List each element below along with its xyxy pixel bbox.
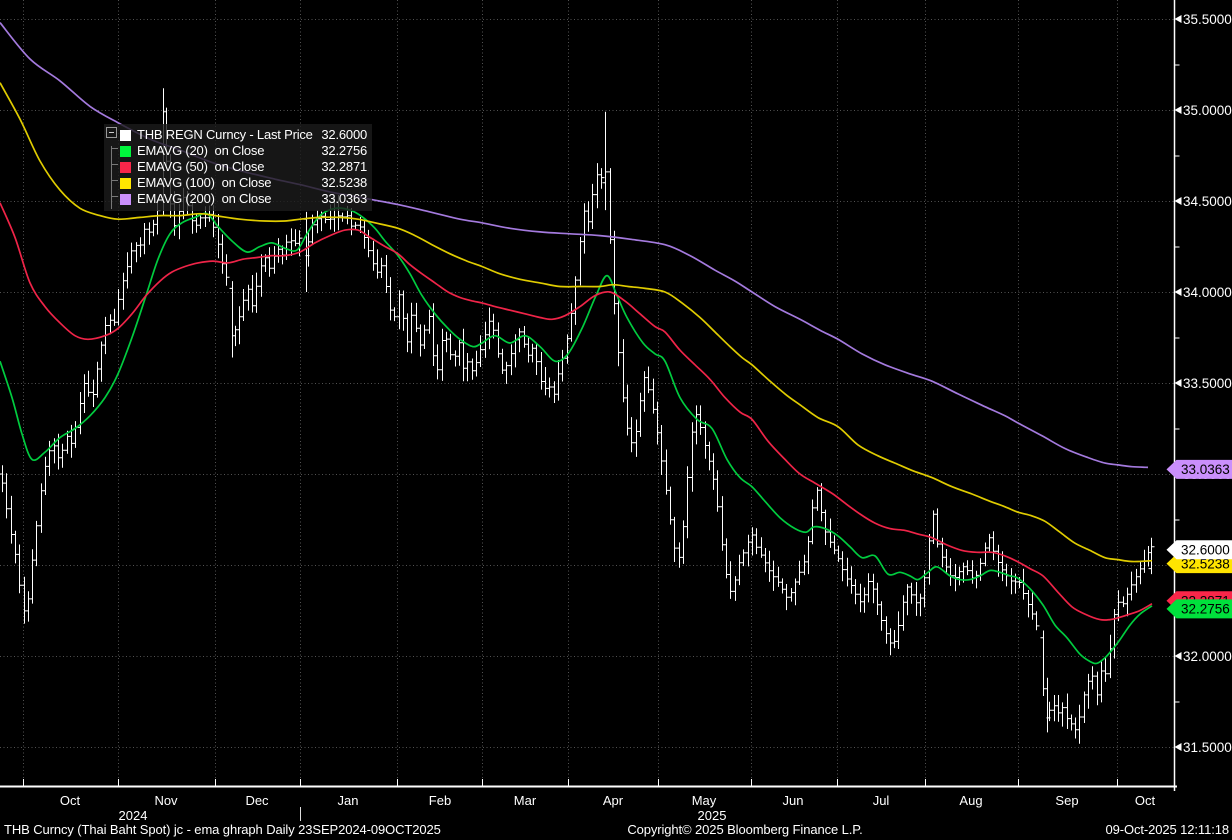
legend-row-emavg-20[interactable]: EMAVG (20) on Close 32.2756 xyxy=(104,143,372,159)
legend-label: EMAVG (200) on Close xyxy=(137,191,272,206)
legend-gutter xyxy=(104,127,120,143)
y-axis-label: 34.0000 xyxy=(1183,285,1232,300)
month-label: Aug xyxy=(959,793,982,808)
y-tick-arrow-icon xyxy=(1174,379,1182,387)
ema20-badge: 32.2756 xyxy=(1166,599,1232,619)
legend-tree-stub xyxy=(112,148,118,149)
legend-value: 32.6000 xyxy=(321,127,367,142)
y-axis-label: 33.5000 xyxy=(1183,376,1232,391)
legend-label: EMAVG (100) on Close xyxy=(137,175,272,190)
emavg20-swatch xyxy=(120,145,131,157)
legend-tree-line xyxy=(111,146,112,209)
y-tick-arrow-icon xyxy=(1174,106,1182,114)
year-label: 2025 xyxy=(698,808,727,823)
legend-row-emavg-100[interactable]: EMAVG (100) on Close 32.5238 xyxy=(104,175,372,191)
legend-gutter xyxy=(104,191,120,207)
chart-title: THB Curncy (Thai Baht Spot) jc - ema ghr… xyxy=(4,822,441,837)
y-axis-label: 35.5000 xyxy=(1183,12,1232,27)
y-axis: 35.500035.000034.500034.000033.500033.00… xyxy=(1173,0,1232,791)
y-tick-arrow-icon xyxy=(1174,197,1182,205)
month-label: Dec xyxy=(245,793,269,808)
svg-text:32.6000: 32.6000 xyxy=(1181,543,1230,558)
emavg100-swatch xyxy=(120,177,131,189)
price-bars xyxy=(0,88,1155,744)
x-axis: Oct Nov Dec Jan Feb Mar Apr May Jun Jul Aug Sep Oct 2… xyxy=(0,779,1177,823)
y-axis-label: 35.0000 xyxy=(1183,103,1232,118)
svg-text:32.5238: 32.5238 xyxy=(1181,556,1230,571)
legend-row-emavg-50[interactable]: EMAVG (50) on Close 32.2871 xyxy=(104,159,372,175)
legend-gutter xyxy=(104,143,120,159)
month-label: Jul xyxy=(873,793,890,808)
month-label: Sep xyxy=(1055,793,1078,808)
legend-gutter xyxy=(104,159,120,175)
legend-label: EMAVG (50) on Close xyxy=(137,159,265,174)
emavg50-swatch xyxy=(120,161,131,173)
last-price-swatch xyxy=(120,129,131,141)
timestamp: 09-Oct-2025 12:11:18 xyxy=(1105,822,1229,837)
legend-collapse-icon[interactable] xyxy=(106,127,117,138)
status-bar: THB Curncy (Thai Baht Spot) jc - ema ghr… xyxy=(0,822,1232,840)
month-label: Oct xyxy=(60,793,81,808)
legend-label: EMAVG (20) on Close xyxy=(137,143,265,158)
ema200-line xyxy=(0,22,1149,469)
legend-tree-stub xyxy=(112,164,118,165)
y-axis-label: 34.5000 xyxy=(1183,194,1232,209)
legend-value: 32.2756 xyxy=(321,143,367,158)
svg-text:32.2756: 32.2756 xyxy=(1181,602,1230,617)
month-label: Feb xyxy=(429,793,451,808)
legend-tree-stub xyxy=(112,180,118,181)
month-label: Apr xyxy=(603,793,624,808)
legend-tree-stub xyxy=(112,196,118,197)
emavg200-swatch xyxy=(120,193,131,205)
y-axis-label: 32.0000 xyxy=(1183,649,1232,664)
svg-text:33.0363: 33.0363 xyxy=(1181,462,1230,477)
legend-value: 32.5238 xyxy=(321,175,367,190)
month-label: Nov xyxy=(154,793,178,808)
month-label: Mar xyxy=(514,793,537,808)
last-price-badge: 32.6000 xyxy=(1166,540,1232,560)
y-tick-arrow-icon xyxy=(1174,288,1182,296)
legend-gutter xyxy=(104,175,120,191)
ema100-line xyxy=(0,82,1153,563)
legend-value: 32.2871 xyxy=(321,159,367,174)
ema200-badge: 33.0363 xyxy=(1166,459,1232,479)
month-label: Oct xyxy=(1135,793,1156,808)
legend-row-emavg-200[interactable]: EMAVG (200) on Close 33.0363 xyxy=(104,191,372,207)
y-tick-arrow-icon xyxy=(1174,15,1182,23)
month-label: Jan xyxy=(338,793,359,808)
legend-value: 33.0363 xyxy=(321,191,367,206)
y-tick-arrow-icon xyxy=(1174,743,1182,751)
chart-legend[interactable]: THB REGN Curncy - Last Price 32.6000 EMA… xyxy=(104,124,372,211)
grid-lines xyxy=(0,0,1174,786)
y-axis-label: 31.5000 xyxy=(1183,740,1232,755)
copyright-text: Copyright© 2025 Bloomberg Finance L.P. xyxy=(627,822,863,837)
year-label: 2024 xyxy=(119,808,148,823)
ema50-line xyxy=(0,202,1153,621)
y-tick-arrow-icon xyxy=(1174,652,1182,660)
legend-row-last-price[interactable]: THB REGN Curncy - Last Price 32.6000 xyxy=(104,127,372,143)
legend-label: THB REGN Curncy - Last Price xyxy=(137,127,313,142)
month-label: May xyxy=(692,793,717,808)
month-label: Jun xyxy=(783,793,804,808)
